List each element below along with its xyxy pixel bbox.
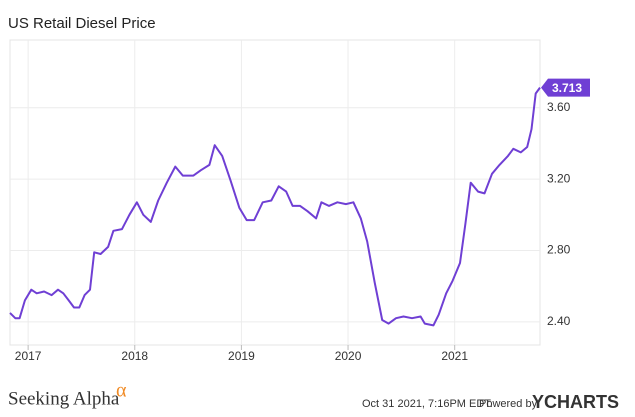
x-tick-label: 2021 [441, 349, 468, 363]
brand: Seeking Alpha [8, 388, 120, 409]
timestamp: Oct 31 2021, 7:16PM EDT. [362, 398, 493, 410]
x-tick-label: 2017 [15, 349, 42, 363]
x-tick-label: 2020 [335, 349, 362, 363]
x-tick-label: 2018 [121, 349, 148, 363]
last-value-badge [541, 78, 590, 97]
last-value-label: 3.713 [552, 81, 582, 95]
y-tick-label: 3.20 [547, 171, 571, 185]
brand-mark: α [116, 380, 127, 402]
y-tick-label: 2.40 [547, 314, 571, 328]
provider: YCHARTS [532, 392, 619, 412]
marks: 3.713 [9, 78, 590, 327]
powered-by: Powered by [479, 398, 538, 410]
chart-title: US Retail Diesel Price [8, 15, 156, 32]
line [9, 87, 541, 327]
plot-frame [9, 39, 541, 346]
y-tick-label: 3.60 [547, 100, 571, 114]
y-tick-label: 2.80 [547, 243, 571, 257]
x-tick-label: 2019 [228, 349, 255, 363]
grid: 2.40 2.80 3.20 3.60 2017 2018 2019 2020 2021 [10, 40, 571, 363]
